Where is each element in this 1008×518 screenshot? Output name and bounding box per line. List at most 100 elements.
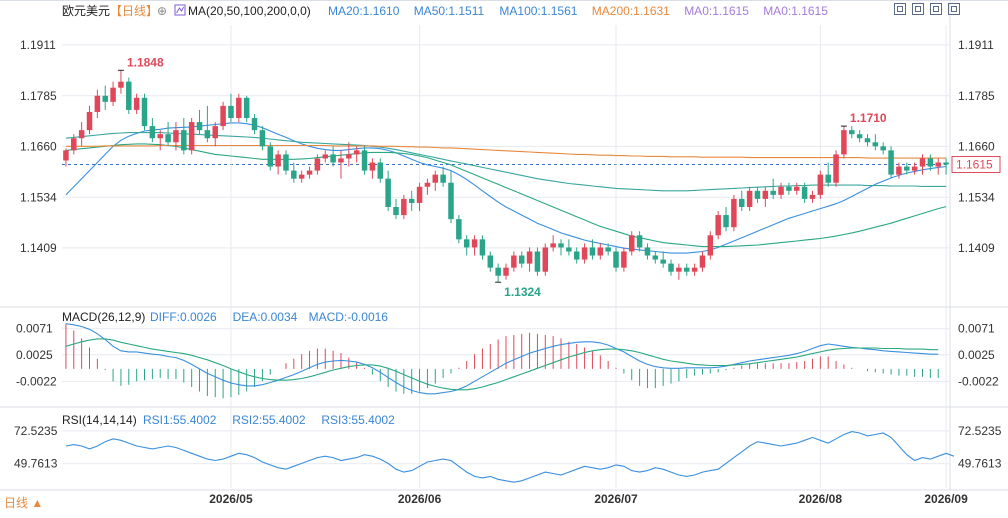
grid-icon[interactable] [930, 3, 942, 15]
candle-body [424, 182, 431, 187]
rsi-left-tick-label: 49.7613 [14, 457, 58, 471]
candle-body [762, 190, 769, 199]
time-tick-label: 2026/08 [799, 492, 843, 506]
candle-body [589, 247, 596, 256]
period-switch-button[interactable]: 日线 ▲ [4, 496, 44, 510]
time-tick-label: 2026/05 [209, 492, 253, 506]
candle-body [267, 146, 273, 167]
candle-body [78, 130, 85, 139]
candle-body [676, 267, 682, 272]
candle-body [259, 130, 266, 147]
extreme-price-label: 1.1848 [127, 55, 164, 69]
minimize-icon[interactable] [912, 3, 924, 15]
candle-body [456, 219, 462, 240]
candle-body [385, 178, 391, 207]
candle-body [856, 134, 863, 139]
rsi-title: RSI(14,14,14) [62, 413, 137, 427]
candle-body [432, 174, 439, 183]
macd-tick-label: 0.0071 [958, 322, 995, 336]
candle-body [228, 105, 234, 119]
price-tick-label: 1.1534 [958, 190, 995, 204]
candle-body [314, 158, 321, 171]
macd-value-label: MACD:-0.0016 [309, 310, 389, 324]
candle-body [825, 174, 831, 183]
candle-body [597, 247, 604, 256]
price-left-tick-label: 1.1785 [20, 89, 57, 103]
candle-body [416, 186, 423, 203]
candle-body [338, 158, 344, 163]
candle-body [212, 126, 218, 139]
candle-body [723, 215, 729, 228]
ma-value-label: MA20:1.1610 [328, 4, 400, 18]
rsi-value-label: RSI3:55.4002 [321, 413, 395, 427]
candle-body [346, 154, 352, 159]
candle-body [817, 174, 824, 195]
price-left-tick-label: 1.1409 [20, 241, 57, 255]
candle-body [86, 111, 93, 131]
moving-average-lines [65, 122, 947, 254]
candle-body [880, 146, 886, 151]
candle-body [746, 190, 753, 207]
rsi-tick-label: 72.5235 [958, 424, 1002, 438]
candle-body [691, 267, 698, 272]
last-price-tag [951, 156, 1001, 174]
candle-body [463, 239, 470, 248]
candle-body [196, 122, 203, 131]
candle-body [511, 255, 517, 268]
candle-body [628, 235, 635, 252]
candle-body [707, 235, 714, 256]
candle-body [801, 186, 808, 199]
restore-icon[interactable] [948, 3, 960, 15]
candle-body [173, 130, 179, 143]
candle-body [896, 166, 902, 175]
candle-body [503, 267, 509, 276]
price-tick-label: 1.1911 [958, 38, 994, 52]
candle-body [204, 130, 211, 139]
candle-body [361, 150, 368, 171]
candle-body [864, 138, 871, 143]
candle-body [471, 239, 478, 248]
ma-value-label: MA100:1.1561 [499, 4, 577, 18]
candle-body [605, 247, 611, 252]
candle-body [298, 174, 305, 179]
macd-title: MACD(26,12,9) [62, 310, 145, 324]
macd-left-tick-label: -0.0022 [16, 374, 57, 388]
candle-body [393, 206, 399, 216]
candle-body [904, 166, 910, 171]
candle-body [141, 97, 148, 127]
extreme-price-label: 1.1324 [504, 285, 541, 299]
price-left-tick-label: 1.1660 [20, 139, 57, 153]
macd-tick-label: 0.0025 [958, 348, 995, 362]
candle-body [291, 170, 297, 179]
add-indicator-icon[interactable]: ⊕ [157, 4, 167, 18]
candle-body [731, 198, 737, 228]
candle-body [778, 186, 784, 195]
candle-body [322, 154, 329, 159]
ma-checkbox-glyph [176, 6, 184, 14]
candle-body [149, 126, 156, 139]
candle-body [518, 255, 525, 264]
macd-value-label: DIFF:0.0026 [150, 310, 217, 324]
rsi-panel [65, 431, 955, 483]
candle-body [573, 251, 580, 260]
candle-body [330, 154, 336, 163]
candle-body [534, 251, 541, 272]
chart-header: 欧元美元 【日线】 ⊕ MA(20,50,100,200,0,0) MA20:1… [62, 4, 828, 18]
ma-checkbox-icon[interactable] [174, 4, 186, 16]
candle-body [715, 215, 721, 236]
time-tick-label: 2026/07 [594, 492, 638, 506]
candle-body [739, 198, 745, 207]
candle-body [165, 134, 171, 143]
price-left-tick-label: 1.1534 [20, 190, 57, 204]
candle-body [636, 235, 643, 248]
candlesticks [63, 70, 949, 283]
candle-body [888, 150, 894, 175]
period-tag[interactable]: 【日线】 [110, 4, 158, 18]
candle-body [841, 130, 847, 155]
candle-body [71, 138, 77, 151]
candle-body [110, 87, 116, 102]
rsi-value-label: RSI1:55.4002 [143, 413, 217, 427]
fullscreen-icon[interactable] [894, 3, 906, 15]
candle-body [794, 186, 800, 191]
